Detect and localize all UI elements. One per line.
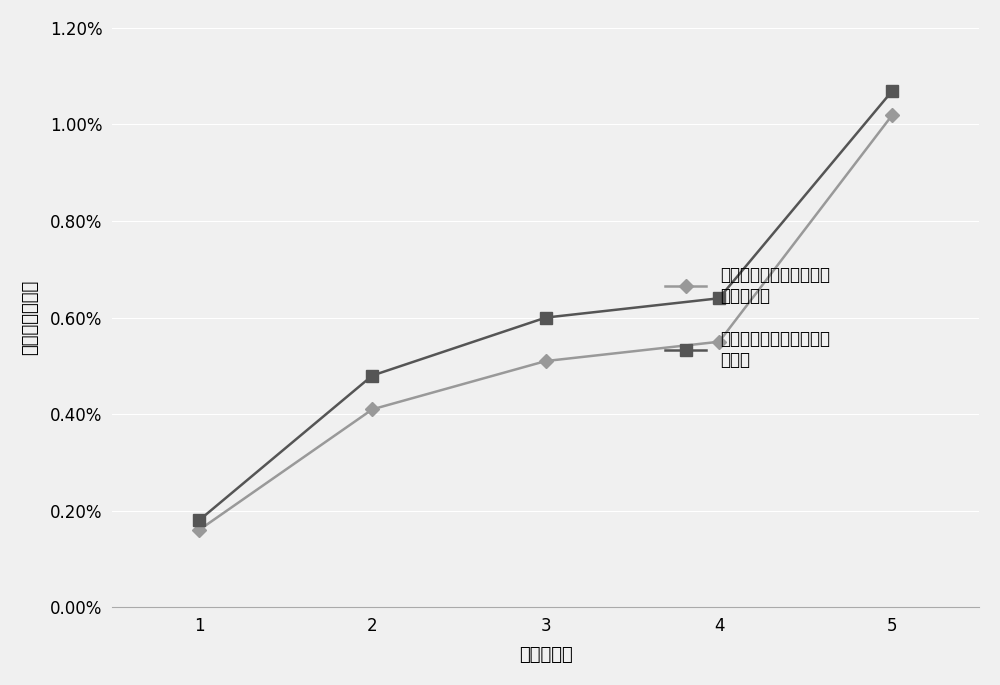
混合料中导电炭的实测质
量占比 [886, 86, 898, 95]
X-axis label: 实施例编号: 实施例编号 [519, 646, 573, 664]
加入的原料中导电炭的理
论质量占比 [540, 357, 552, 365]
加入的原料中导电炭的理
论质量占比 [713, 338, 725, 346]
加入的原料中导电炭的理
论质量占比 [886, 111, 898, 119]
Line: 混合料中导电炭的实测质
量占比: 混合料中导电炭的实测质 量占比 [193, 85, 898, 526]
Y-axis label: 导电炭质量占比: 导电炭质量占比 [21, 280, 39, 356]
加入的原料中导电炭的理
论质量占比 [366, 406, 378, 414]
混合料中导电炭的实测质
量占比 [540, 314, 552, 322]
Legend: 加入的原料中导电炭的理
论质量占比, 混合料中导电炭的实测质
量占比: 加入的原料中导电炭的理 论质量占比, 混合料中导电炭的实测质 量占比 [658, 260, 836, 375]
混合料中导电炭的实测质
量占比 [193, 516, 205, 525]
混合料中导电炭的实测质
量占比 [713, 294, 725, 302]
混合料中导电炭的实测质
量占比 [366, 371, 378, 379]
Line: 加入的原料中导电炭的理
论质量占比: 加入的原料中导电炭的理 论质量占比 [194, 110, 897, 535]
加入的原料中导电炭的理
论质量占比 [193, 526, 205, 534]
